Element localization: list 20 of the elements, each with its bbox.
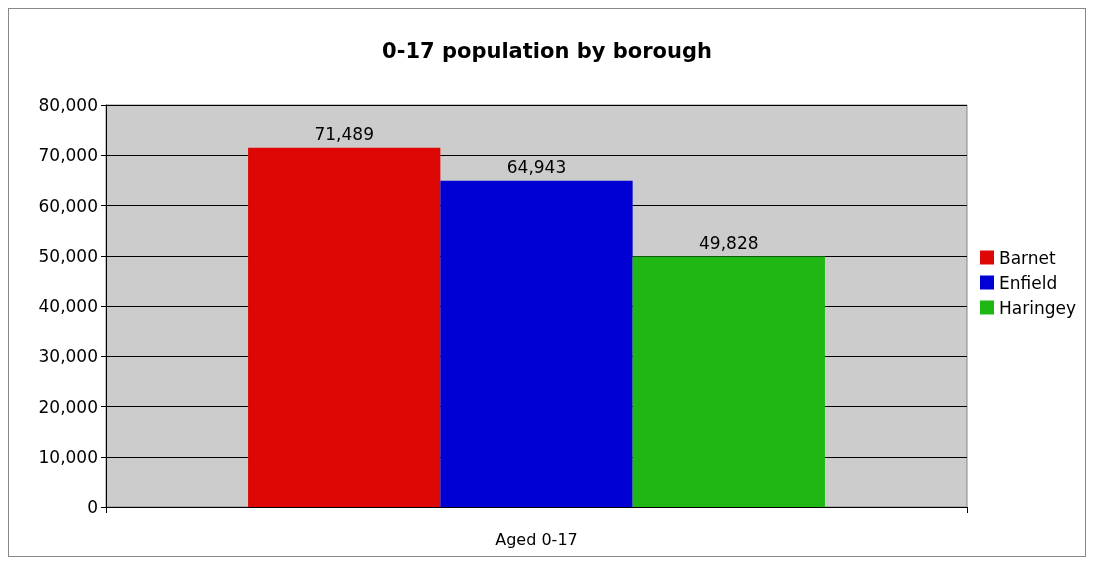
chart-title: 0-17 population by borough xyxy=(382,38,712,63)
bar xyxy=(632,256,825,507)
legend-label: Haringey xyxy=(999,297,1076,318)
legend-label: Enfield xyxy=(999,272,1058,293)
data-label: 49,828 xyxy=(699,233,759,254)
y-tick-label: 30,000 xyxy=(38,346,98,367)
bar xyxy=(440,180,633,507)
y-tick-label: 40,000 xyxy=(38,296,98,316)
bar xyxy=(248,147,441,507)
x-tick-label: Aged 0-17 xyxy=(495,529,578,549)
data-label: 71,489 xyxy=(314,124,374,145)
data-label: 64,943 xyxy=(506,157,567,178)
y-tick-label: 80,000 xyxy=(38,95,98,115)
y-tick-label: 60,000 xyxy=(38,195,98,216)
y-tick-label: 0 xyxy=(87,497,98,517)
y-tick-label: 70,000 xyxy=(38,145,98,166)
y-tick-label: 20,000 xyxy=(38,396,98,417)
legend-label: Barnet xyxy=(999,247,1057,268)
y-tick-label: 50,000 xyxy=(38,245,98,266)
y-tick-label: 10,000 xyxy=(38,446,98,467)
